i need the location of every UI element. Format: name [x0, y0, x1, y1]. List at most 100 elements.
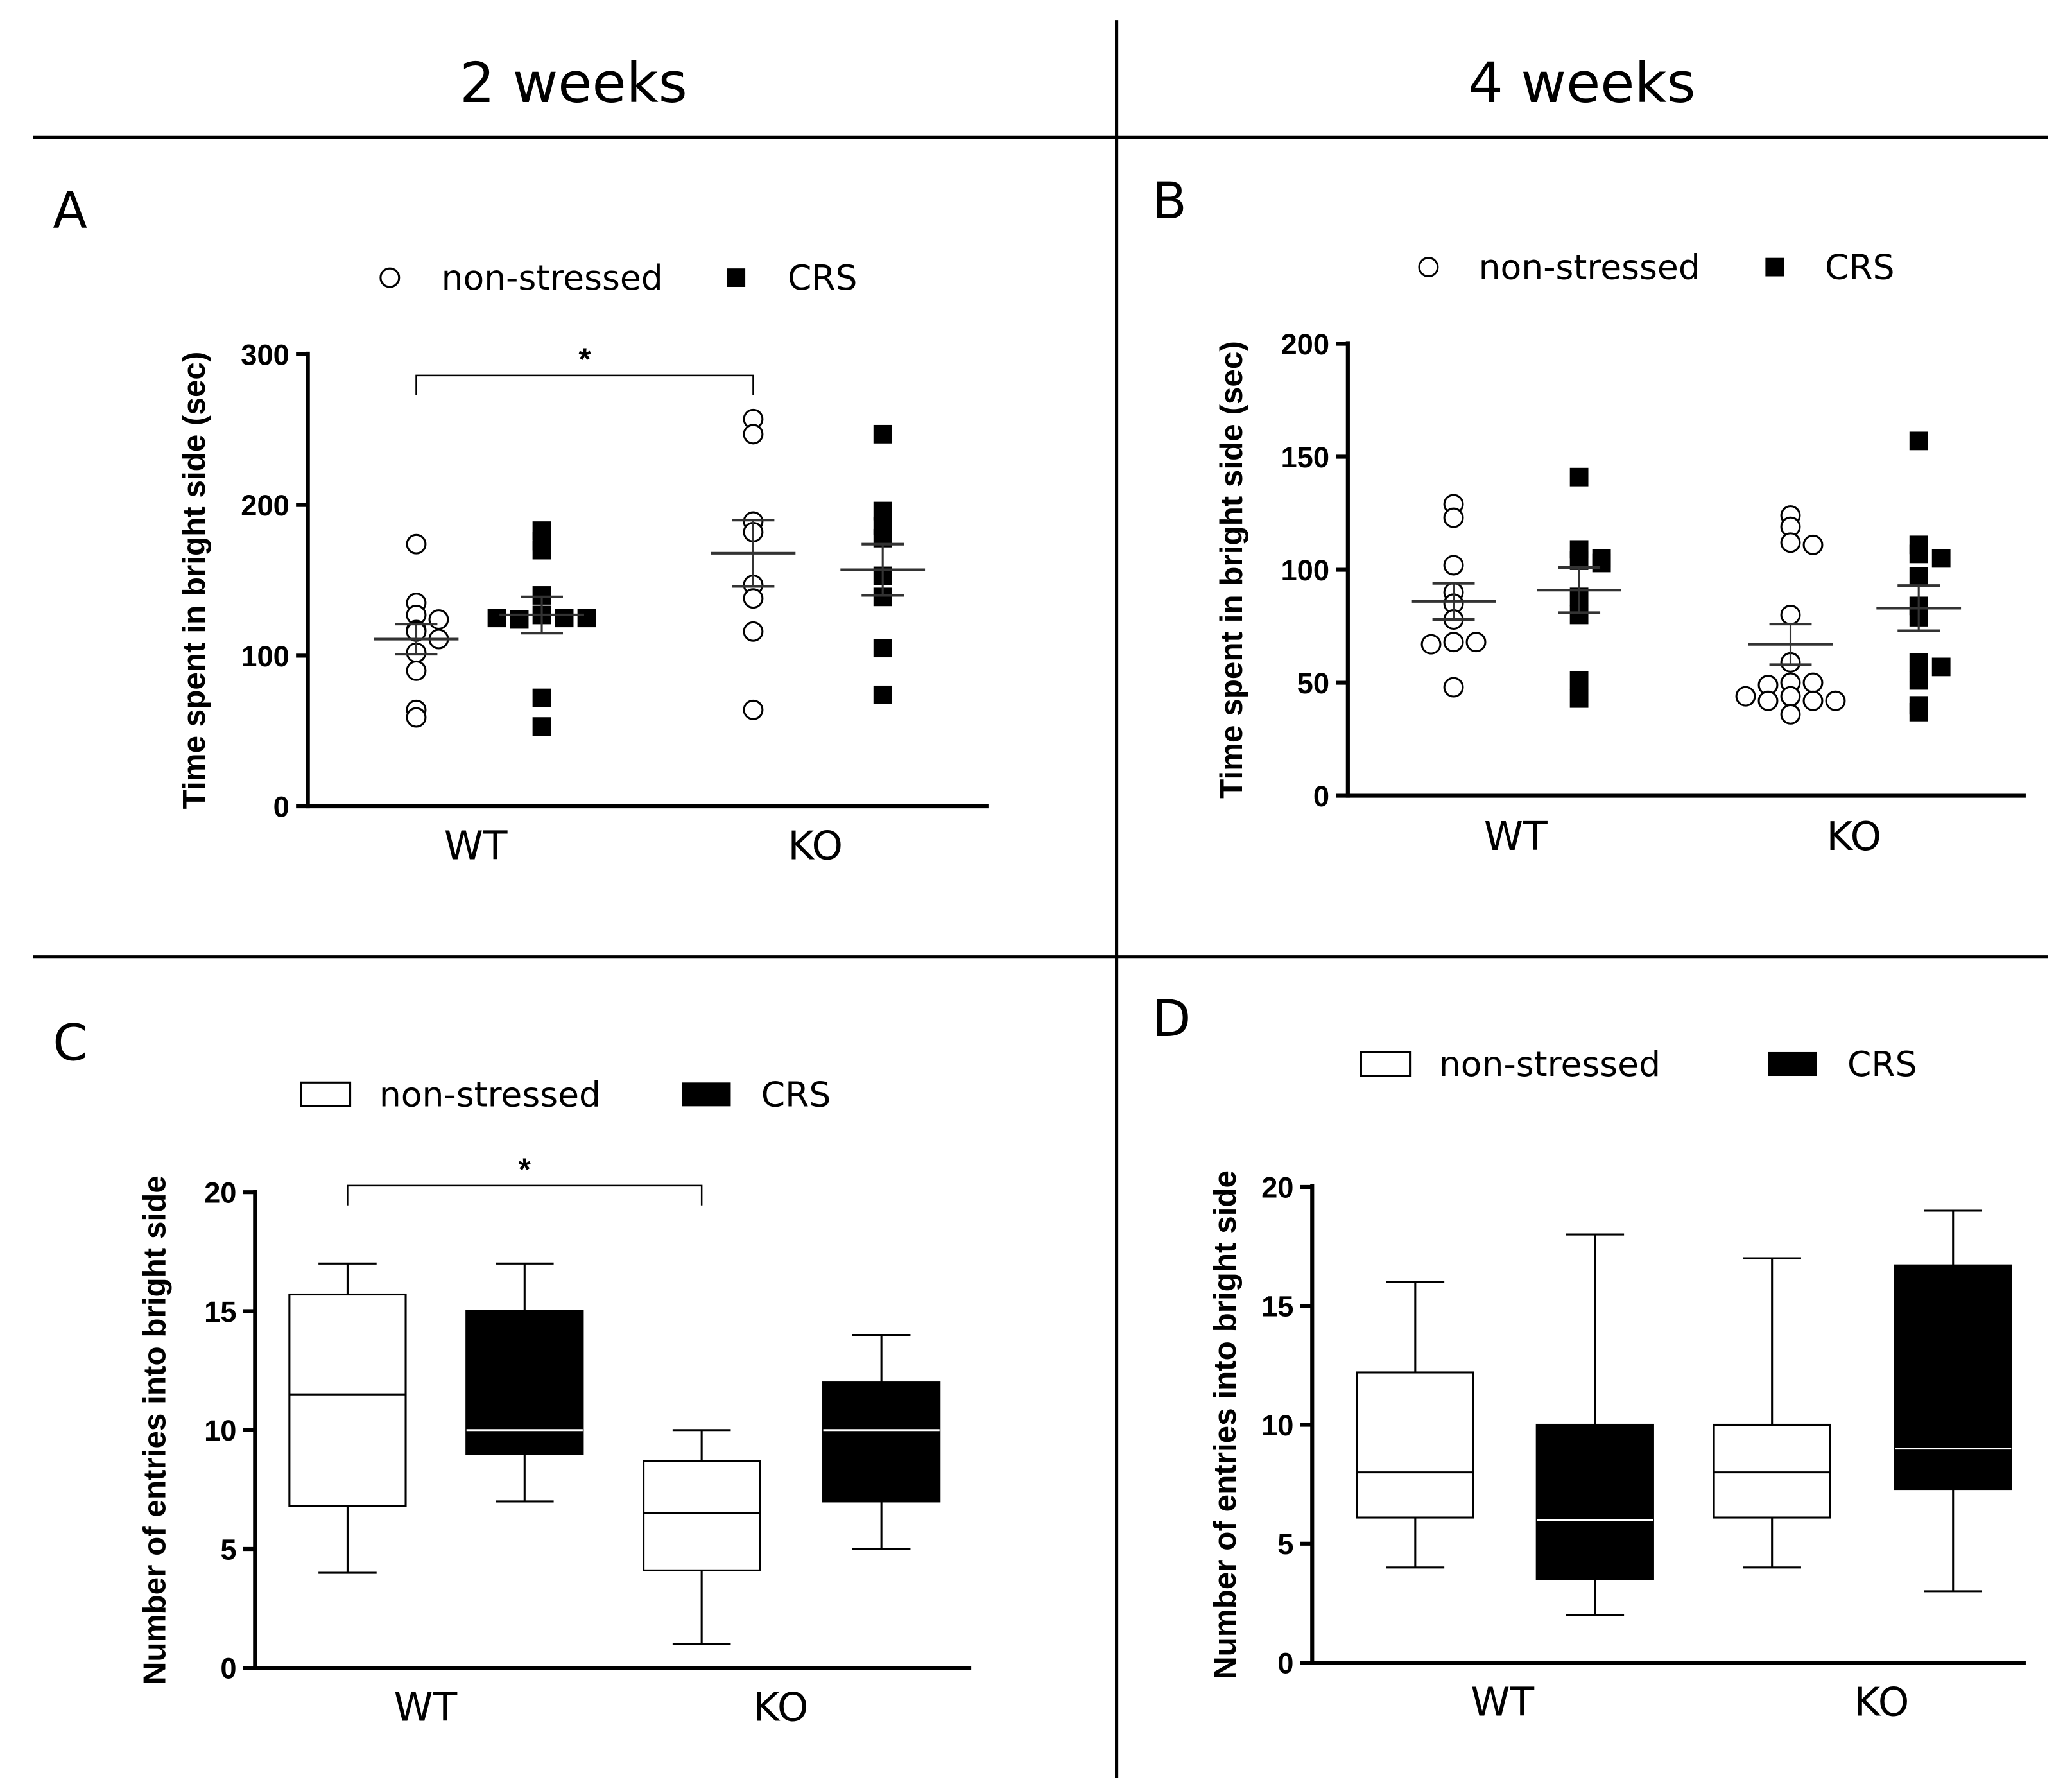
series-non-stressed-wt	[288, 1262, 407, 1574]
data-point	[1443, 555, 1464, 576]
legend-label-crs: CRS	[1847, 1044, 1917, 1084]
data-point	[532, 688, 551, 707]
y-tick-label: 100	[241, 640, 289, 673]
data-point	[406, 707, 427, 728]
y-tick-label: 0	[220, 1652, 236, 1685]
series-crs-ko	[1876, 431, 1962, 722]
x-category-label: KO	[754, 1684, 809, 1731]
panel-letter: D	[1152, 990, 1191, 1048]
x-category-label: KO	[1826, 813, 1881, 860]
data-point	[1802, 534, 1824, 555]
y-tick-label: 15	[204, 1295, 236, 1328]
data-point	[428, 609, 449, 630]
box	[1535, 1423, 1654, 1580]
header-4-weeks: 4 weeks	[1468, 51, 1696, 116]
y-tick-label: 20	[204, 1177, 236, 1209]
header-2-weeks: 2 weeks	[460, 51, 687, 116]
legend-swatch-non-stressed	[1360, 1051, 1412, 1077]
legend: non-stressed CRS	[1418, 247, 1895, 288]
data-point	[1443, 632, 1464, 653]
series-non-stressed-wt	[1356, 1281, 1474, 1569]
data-point	[873, 424, 892, 444]
y-tick-label: 200	[1281, 328, 1329, 361]
legend-marker-non-stressed	[379, 267, 401, 288]
legend-swatch-crs	[682, 1082, 731, 1107]
data-point	[1909, 653, 1928, 672]
data-point	[532, 541, 551, 560]
legend-label-crs: CRS	[788, 257, 858, 298]
data-point	[1780, 604, 1801, 625]
series-crs-wt	[1535, 1233, 1654, 1616]
box	[288, 1293, 407, 1507]
legend-marker-non-stressed	[1418, 257, 1439, 278]
data-point	[1909, 544, 1928, 564]
bracket-line	[415, 374, 754, 395]
x-category-label: WT	[1471, 1679, 1534, 1725]
data-point	[532, 717, 551, 736]
y-tick-label: 50	[1297, 667, 1329, 700]
panel-letter: B	[1152, 172, 1187, 230]
y-tick-label: 150	[1281, 441, 1329, 474]
series-crs-ko	[1894, 1209, 2012, 1593]
legend-marker-crs	[727, 268, 746, 287]
bracket-line	[347, 1184, 703, 1206]
data-point	[1757, 690, 1779, 711]
legend-swatch-crs	[1768, 1051, 1817, 1077]
data-point	[1420, 634, 1442, 655]
y-tick-label: 300	[241, 338, 289, 371]
x-category-label: WT	[1484, 813, 1548, 860]
y-tick-label: 5	[220, 1533, 236, 1566]
data-point	[743, 621, 764, 642]
y-axis-label: Number of entries into bright side	[137, 1175, 172, 1684]
box	[465, 1310, 584, 1455]
data-point	[1909, 671, 1928, 690]
legend-swatch-non-stressed	[300, 1081, 352, 1107]
data-point	[510, 610, 529, 629]
box	[1356, 1371, 1474, 1519]
data-point	[873, 685, 892, 704]
legend-label-non-stressed: non-stressed	[379, 1074, 601, 1114]
y-tick-label: 5	[1277, 1528, 1293, 1561]
data-point	[743, 424, 764, 445]
data-point	[743, 588, 764, 609]
y-axis-label: Number of entries into bright side	[1207, 1170, 1243, 1679]
data-point	[1465, 632, 1487, 653]
y-tick-label: 0	[273, 791, 289, 824]
data-point	[1569, 671, 1589, 690]
x-category-label: WT	[444, 822, 508, 869]
legend-label-crs: CRS	[761, 1074, 831, 1114]
significance-star: *	[519, 1152, 531, 1188]
y-tick-label: 10	[1261, 1409, 1293, 1442]
significance-bracket: *	[415, 342, 754, 395]
box	[822, 1381, 941, 1503]
data-point	[1825, 690, 1846, 711]
data-point	[1931, 657, 1951, 677]
legend: non-stressed CRS	[300, 1074, 831, 1114]
y-tick-label: 100	[1281, 554, 1329, 587]
legend-label-crs: CRS	[1825, 247, 1895, 288]
panel-letter: C	[53, 1014, 88, 1072]
legend-label-non-stressed: non-stressed	[1439, 1044, 1661, 1084]
series-non-stressed-ko	[1713, 1257, 1831, 1569]
data-point	[1735, 686, 1756, 707]
box	[643, 1460, 761, 1571]
data-point	[1909, 567, 1928, 586]
legend-label-non-stressed: non-stressed	[1479, 247, 1700, 288]
data-point	[1592, 553, 1611, 573]
significance-bracket: *	[347, 1152, 703, 1206]
y-tick-label: 0	[1277, 1647, 1293, 1680]
x-category-label: KO	[788, 822, 843, 869]
series-crs-wt	[1537, 467, 1621, 708]
data-point	[1569, 689, 1589, 708]
significance-star: *	[578, 342, 591, 377]
series-non-stressed-wt	[374, 533, 459, 728]
data-point	[406, 660, 427, 681]
data-point	[1802, 672, 1824, 693]
data-point	[487, 609, 506, 628]
data-point	[743, 699, 764, 720]
y-axis-label: Time spent in bright side (sec)	[177, 352, 212, 809]
